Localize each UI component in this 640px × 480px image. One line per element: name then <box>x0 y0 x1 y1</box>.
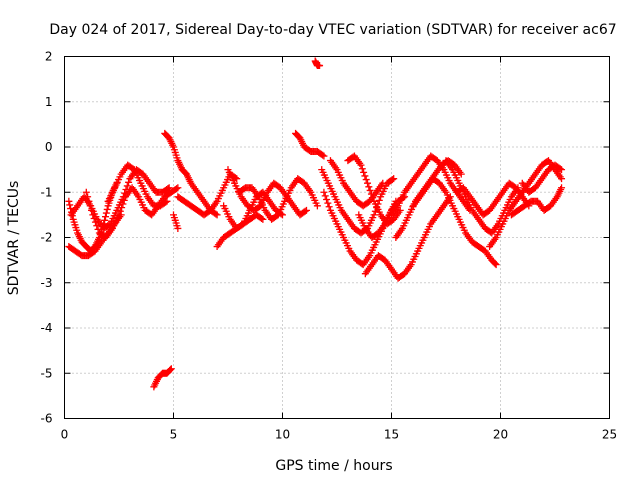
data-point <box>301 207 309 215</box>
y-tick-label: -3 <box>41 276 53 290</box>
x-tick-labels: 0 5 10 15 20 25 <box>61 428 617 442</box>
data-point <box>84 193 92 201</box>
data-point <box>116 207 124 215</box>
data-point <box>101 213 109 221</box>
data-point <box>358 165 366 173</box>
data-point <box>379 179 387 187</box>
data-point <box>365 183 373 191</box>
data-point <box>319 151 327 159</box>
data-point <box>367 190 375 198</box>
data-point <box>129 165 137 173</box>
data-point <box>360 168 368 176</box>
data-point <box>361 172 369 180</box>
data-point <box>103 205 111 213</box>
data-point <box>375 196 383 204</box>
data-point <box>167 365 175 373</box>
data-point <box>115 211 123 219</box>
data-point <box>258 214 266 222</box>
data-point <box>388 176 396 184</box>
data-point <box>491 260 499 268</box>
data-point <box>238 221 246 229</box>
data-point <box>164 185 172 193</box>
data-point <box>85 197 93 205</box>
data-point <box>558 175 566 183</box>
data-points <box>65 57 566 391</box>
data-point <box>174 184 182 192</box>
data-point <box>325 203 333 211</box>
x-tick-label: 25 <box>602 428 617 442</box>
x-tick-label: 5 <box>170 428 178 442</box>
data-point <box>165 184 173 192</box>
data-point <box>162 198 170 206</box>
data-point <box>119 200 127 208</box>
data-point <box>259 215 267 223</box>
data-point <box>313 202 321 210</box>
y-tick-label: 2 <box>45 50 53 64</box>
data-point <box>93 222 101 230</box>
data-point <box>89 211 97 219</box>
y-tick-labels: -6 -5 -4 -3 -2 -1 0 1 2 <box>41 50 53 426</box>
data-point <box>66 201 74 209</box>
y-tick-label: -5 <box>41 366 53 380</box>
data-point <box>364 179 372 187</box>
data-point <box>82 188 90 196</box>
data-point <box>91 218 99 226</box>
data-point <box>174 224 182 232</box>
chart-title: Day 024 of 2017, Sidereal Day-to-day VTE… <box>49 22 616 38</box>
y-tick-label: -4 <box>41 321 53 335</box>
data-point <box>366 186 374 194</box>
data-point <box>556 165 564 173</box>
data-point <box>357 161 365 169</box>
data-point <box>125 178 133 186</box>
data-point <box>320 188 328 196</box>
data-point <box>86 202 94 210</box>
x-tick-label: 15 <box>384 428 399 442</box>
data-point <box>163 197 171 205</box>
data-point <box>212 210 220 218</box>
data-point <box>558 184 566 192</box>
y-axis-title: SDTVAR / TECUs <box>6 181 22 296</box>
data-point <box>166 366 174 374</box>
data-point <box>362 176 370 184</box>
y-tick-label: -1 <box>41 185 53 199</box>
grid <box>64 56 610 419</box>
data-point <box>302 206 310 214</box>
data-point <box>123 182 131 190</box>
y-tick-label: -2 <box>41 231 53 245</box>
x-tick-label: 0 <box>61 428 69 442</box>
data-point <box>105 221 113 229</box>
data-point <box>213 211 221 219</box>
data-point <box>369 194 377 202</box>
data-point <box>118 204 126 212</box>
x-axis-title: GPS time / hours <box>275 458 392 474</box>
data-point <box>323 195 331 203</box>
data-point <box>457 170 465 178</box>
data-point <box>492 261 500 269</box>
y-tick-label: 1 <box>45 95 53 109</box>
data-point <box>370 211 378 219</box>
data-point <box>390 175 398 183</box>
data-point <box>558 166 566 174</box>
data-point <box>173 185 181 193</box>
data-point <box>94 225 102 233</box>
data-point <box>65 197 73 205</box>
data-point <box>316 62 324 70</box>
data-point <box>90 214 98 222</box>
y-tick-label: -6 <box>41 412 53 426</box>
data-point <box>273 212 281 220</box>
data-point <box>120 196 128 204</box>
x-tick-label: 10 <box>275 428 290 442</box>
data-point <box>102 209 110 217</box>
data-point <box>321 192 329 200</box>
x-tick-label: 20 <box>493 428 508 442</box>
data-point <box>101 216 109 224</box>
data-point <box>320 152 328 160</box>
axis-ticks <box>64 56 610 419</box>
data-point <box>88 206 96 214</box>
data-point <box>324 199 332 207</box>
y-tick-label: 0 <box>45 140 53 154</box>
